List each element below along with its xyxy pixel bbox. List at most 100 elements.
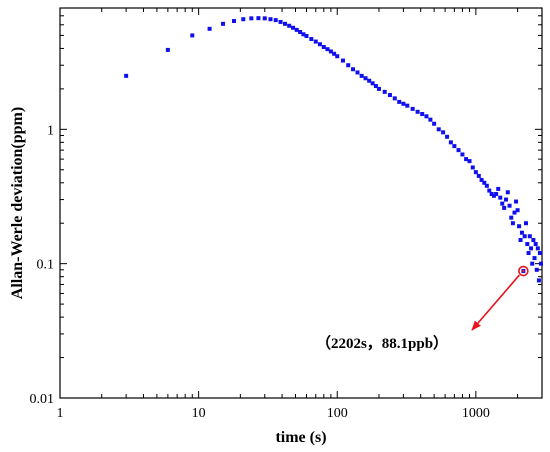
x-tick-label: 1 bbox=[57, 406, 64, 421]
data-point bbox=[256, 16, 261, 21]
data-point bbox=[232, 19, 237, 24]
data-point bbox=[452, 144, 457, 149]
y-axis-label: Allan-Werle deviation(ppm) bbox=[9, 107, 26, 299]
data-point bbox=[532, 256, 537, 261]
x-tick-label: 100 bbox=[327, 406, 348, 421]
data-point bbox=[283, 21, 288, 26]
data-point bbox=[502, 205, 507, 210]
data-point bbox=[448, 140, 453, 145]
x-axis-ticks: 1 10 100 1000 bbox=[57, 8, 543, 421]
x-tick-label: 1000 bbox=[462, 406, 490, 421]
data-point bbox=[476, 173, 481, 178]
data-point bbox=[467, 159, 472, 164]
data-point bbox=[515, 208, 520, 213]
data-point bbox=[531, 238, 536, 243]
data-point bbox=[392, 96, 397, 101]
y-tick-label: 1 bbox=[47, 123, 54, 138]
data-point bbox=[484, 183, 489, 188]
data-point bbox=[241, 17, 246, 22]
data-point bbox=[309, 37, 314, 42]
data-point bbox=[479, 177, 484, 182]
y-axis-ticks: 0.01 0.1 1 bbox=[30, 7, 542, 407]
data-point bbox=[504, 197, 509, 202]
data-point bbox=[491, 193, 496, 198]
data-point bbox=[498, 195, 503, 200]
data-point bbox=[304, 34, 309, 39]
data-point bbox=[382, 89, 387, 94]
data-point bbox=[401, 101, 406, 106]
data-point bbox=[509, 215, 514, 220]
data-point bbox=[313, 39, 318, 44]
data-point bbox=[518, 238, 523, 243]
data-point bbox=[527, 234, 532, 239]
data-points bbox=[124, 16, 543, 283]
data-point bbox=[165, 47, 170, 52]
data-point bbox=[494, 192, 499, 197]
data-point bbox=[410, 106, 415, 111]
data-point bbox=[221, 21, 226, 26]
data-point bbox=[321, 44, 326, 49]
data-point bbox=[507, 203, 512, 208]
y-tick-label: 0.01 bbox=[30, 392, 55, 407]
data-point bbox=[530, 261, 535, 266]
data-point bbox=[415, 109, 420, 114]
data-point bbox=[533, 242, 538, 247]
data-point bbox=[464, 157, 469, 162]
data-point bbox=[505, 190, 510, 195]
data-point bbox=[529, 246, 534, 251]
data-point bbox=[373, 84, 378, 89]
data-point bbox=[460, 152, 465, 157]
data-point bbox=[526, 251, 531, 256]
data-point bbox=[291, 25, 296, 30]
data-point bbox=[355, 70, 360, 75]
x-tick-label: 10 bbox=[192, 406, 206, 421]
data-point bbox=[473, 170, 478, 175]
data-point bbox=[387, 93, 392, 98]
annotation-group: （2202s，88.1ppb） bbox=[316, 265, 529, 352]
data-point bbox=[351, 67, 356, 72]
data-point bbox=[524, 221, 529, 226]
data-point bbox=[512, 210, 517, 215]
highlight-marker-center bbox=[522, 269, 525, 273]
plot-frame bbox=[59, 7, 543, 399]
data-point bbox=[519, 230, 524, 235]
data-point bbox=[482, 180, 487, 185]
data-point bbox=[424, 114, 429, 119]
data-point bbox=[207, 26, 212, 31]
data-point bbox=[432, 121, 437, 126]
annotation-arrow bbox=[471, 274, 520, 331]
data-point bbox=[420, 112, 425, 117]
data-point bbox=[124, 73, 129, 78]
data-point bbox=[346, 63, 351, 68]
y-tick-label: 0.1 bbox=[37, 258, 55, 273]
data-point bbox=[397, 99, 402, 104]
data-point bbox=[367, 78, 372, 83]
data-point bbox=[359, 73, 364, 78]
data-point bbox=[301, 32, 306, 37]
x-axis-label: time (s) bbox=[275, 429, 326, 446]
data-point bbox=[335, 54, 340, 59]
data-point bbox=[249, 16, 254, 21]
data-point bbox=[489, 192, 494, 197]
data-point bbox=[456, 148, 461, 153]
data-point bbox=[317, 42, 322, 47]
data-point bbox=[496, 186, 501, 191]
data-point bbox=[298, 30, 303, 35]
data-point bbox=[328, 49, 333, 54]
data-point bbox=[363, 76, 368, 81]
data-point bbox=[522, 234, 527, 239]
data-point bbox=[517, 224, 522, 229]
data-point bbox=[294, 27, 299, 32]
data-point bbox=[376, 86, 381, 91]
data-point bbox=[470, 165, 475, 170]
data-point bbox=[525, 242, 530, 247]
data-point bbox=[325, 47, 330, 52]
data-point bbox=[405, 103, 410, 108]
data-point bbox=[500, 201, 505, 206]
data-point bbox=[370, 81, 375, 86]
data-point bbox=[537, 251, 542, 256]
data-point bbox=[262, 16, 267, 21]
data-point bbox=[441, 130, 446, 135]
data-point bbox=[340, 58, 345, 63]
